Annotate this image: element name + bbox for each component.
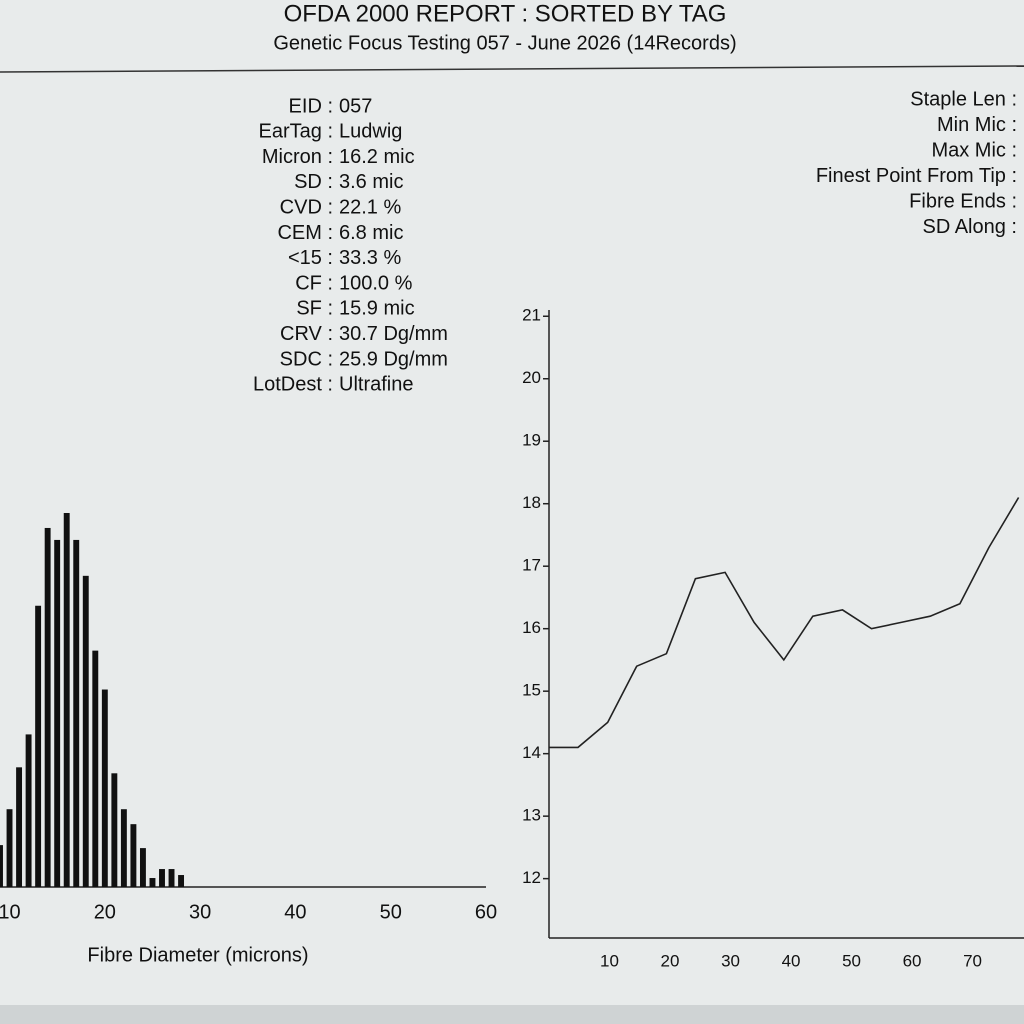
y-tick-label: 20 <box>522 368 541 387</box>
stat-label: Min Mic : <box>937 114 1017 136</box>
x-tick-label: 50 <box>842 951 861 970</box>
y-tick-label: 15 <box>522 681 541 700</box>
x-tick-label: 30 <box>189 901 211 923</box>
histogram-bar <box>82 575 89 887</box>
x-tick-label: 60 <box>475 901 497 923</box>
stat-label: Micron : <box>262 146 333 168</box>
histogram-bar <box>25 734 32 887</box>
stat-label: LotDest : <box>253 374 333 396</box>
histogram-bar <box>6 809 13 887</box>
stat-label: Max Mic : <box>931 139 1017 161</box>
stat-label: SD Along : <box>922 216 1017 238</box>
y-tick-label: 16 <box>522 618 541 637</box>
stat-value: 3.6 mic <box>339 171 403 193</box>
x-tick-label: 50 <box>380 901 402 923</box>
stat-label: CVD : <box>280 196 333 218</box>
x-tick-label: 60 <box>903 951 922 970</box>
x-axis-label: Fibre Diameter (microns) <box>87 944 308 966</box>
stat-value: 33.3 % <box>339 247 401 269</box>
stat-label: CRV : <box>280 323 333 345</box>
footer-band <box>0 1005 1024 1024</box>
stat-label: Finest Point From Tip : <box>816 165 1017 187</box>
report-subtitle: Genetic Focus Testing 057 - June 2026 (1… <box>273 32 736 54</box>
stat-label: CEM : <box>277 222 333 244</box>
stat-label: Staple Len : <box>910 88 1017 110</box>
histogram-bar <box>111 773 118 887</box>
stat-value: 22.1 % <box>339 196 401 218</box>
y-tick-label: 14 <box>522 743 541 762</box>
x-tick-label: 40 <box>782 951 801 970</box>
stat-label: EarTag : <box>259 121 333 143</box>
stat-value: 16.2 mic <box>339 146 415 168</box>
x-tick-label: 30 <box>721 951 740 970</box>
stat-label: <15 : <box>288 247 333 269</box>
histogram-bar <box>168 869 175 887</box>
header-rule <box>0 65 1024 73</box>
y-tick-label: 13 <box>522 806 541 825</box>
histogram-bar <box>54 539 61 887</box>
x-tick-label: 40 <box>284 901 306 923</box>
y-tick-label: 17 <box>522 556 541 575</box>
stat-label: CF : <box>295 272 333 294</box>
y-tick-label: 12 <box>522 868 541 887</box>
y-tick-label: 21 <box>522 306 541 325</box>
histogram-bar <box>16 767 23 887</box>
x-tick-label: 20 <box>661 951 680 970</box>
histogram-bar <box>139 848 146 887</box>
stat-value: 30.7 Dg/mm <box>339 323 448 345</box>
x-tick-label: 70 <box>963 951 982 970</box>
x-tick-label: 10 <box>0 901 21 923</box>
histogram-bar <box>0 845 3 887</box>
histogram-bar <box>120 809 127 887</box>
stat-value: 25.9 Dg/mm <box>339 348 448 370</box>
data-line <box>549 497 1020 749</box>
stat-label: Fibre Ends : <box>909 190 1017 212</box>
stat-value: 6.8 mic <box>339 222 403 244</box>
stat-value: 057 <box>339 95 372 117</box>
stat-value: Ludwig <box>339 121 402 143</box>
stat-value: 15.9 mic <box>339 298 415 320</box>
y-tick-label: 18 <box>522 493 541 512</box>
x-tick-label: 20 <box>94 901 116 923</box>
histogram-bar <box>178 875 185 887</box>
stat-label: SF : <box>296 298 333 320</box>
histogram-bar <box>130 824 137 887</box>
histogram-bar <box>73 539 80 887</box>
stat-value: 100.0 % <box>339 272 413 294</box>
y-tick-label: 19 <box>522 431 541 450</box>
histogram-bar <box>159 869 165 887</box>
histogram-bar <box>35 605 42 887</box>
stat-label: SD : <box>294 171 333 193</box>
histogram-bar <box>63 513 70 887</box>
x-tick-label: 10 <box>600 951 619 970</box>
stat-label: SDC : <box>280 348 333 370</box>
histogram-bar <box>101 689 108 887</box>
stat-value: Ultrafine <box>339 374 413 396</box>
report-title: OFDA 2000 REPORT : SORTED BY TAG <box>284 0 727 27</box>
histogram-bar <box>44 527 51 887</box>
stat-label: EID : <box>289 95 333 117</box>
histogram-bar <box>149 878 156 887</box>
histogram-bar <box>92 650 99 887</box>
